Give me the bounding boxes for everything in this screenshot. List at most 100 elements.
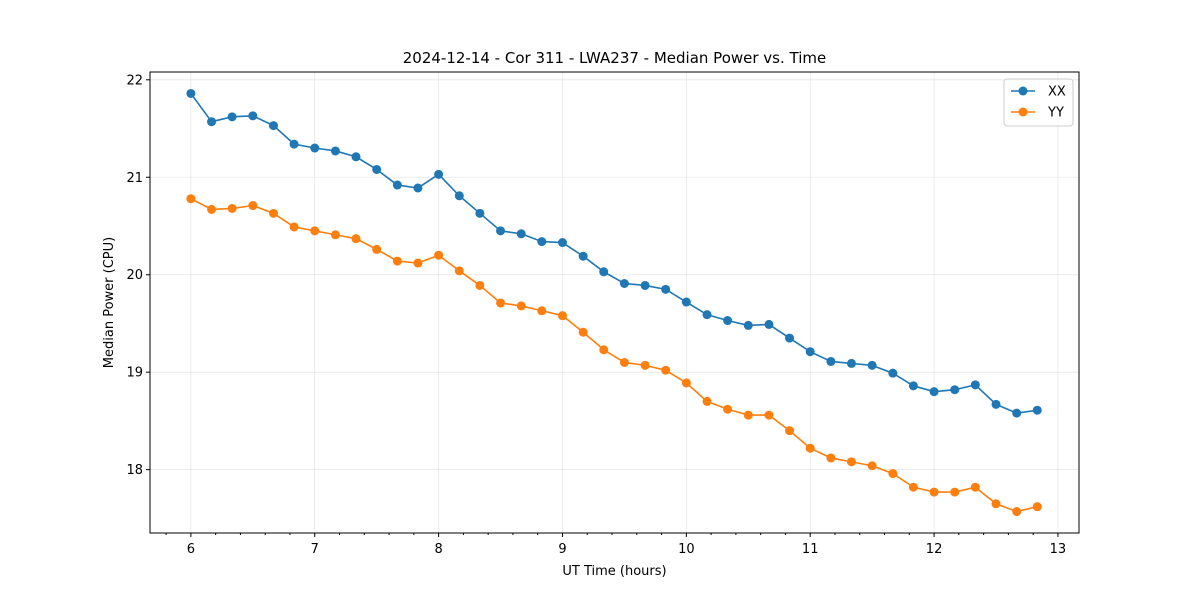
y-tick-label: 22	[126, 73, 143, 88]
data-point-xx	[330, 146, 340, 156]
data-point-xx	[1032, 405, 1042, 415]
data-point-xx	[599, 267, 609, 277]
data-point-yy	[413, 258, 423, 268]
data-point-xx	[908, 381, 918, 391]
plot-area	[186, 88, 1042, 517]
data-point-xx	[351, 152, 361, 162]
data-point-yy	[929, 487, 939, 497]
data-point-yy	[805, 443, 815, 453]
data-point-xx	[186, 88, 196, 98]
data-point-yy	[681, 378, 691, 388]
x-tick-label: 8	[434, 542, 442, 557]
data-point-xx	[970, 380, 980, 390]
data-point-yy	[908, 482, 918, 492]
data-point-xx	[248, 111, 258, 121]
data-point-xx	[846, 358, 856, 368]
data-point-yy	[785, 426, 795, 436]
data-point-xx	[310, 143, 320, 153]
y-tick-label: 19	[126, 366, 143, 381]
data-point-xx	[826, 356, 836, 366]
data-point-yy	[846, 457, 856, 467]
data-point-yy	[207, 204, 217, 214]
x-axis: 6 7 8 9 10 11 12 13	[165, 533, 1067, 557]
data-point-xx	[413, 183, 423, 193]
data-point-yy	[186, 194, 196, 204]
data-point-xx	[888, 368, 898, 378]
data-point-xx	[475, 208, 485, 218]
data-point-yy	[496, 298, 506, 308]
data-point-yy	[310, 226, 320, 236]
data-point-yy	[248, 201, 258, 211]
plot-frame	[149, 71, 1080, 534]
data-point-xx	[268, 121, 278, 131]
data-point-yy	[1012, 507, 1022, 517]
legend-label-yy: YY	[1047, 106, 1064, 121]
legend-marker-yy	[1018, 107, 1028, 117]
x-tick-label: 13	[1050, 542, 1067, 557]
data-point-yy	[516, 301, 526, 311]
data-point-xx	[764, 319, 774, 329]
data-point-xx	[702, 310, 712, 320]
x-tick-label: 11	[802, 542, 819, 557]
data-point-xx	[785, 333, 795, 343]
data-point-xx	[557, 238, 567, 248]
data-point-xx	[227, 112, 237, 122]
data-point-xx	[1012, 408, 1022, 418]
chart-title: 2024-12-14 - Cor 311 - LWA237 - Median P…	[403, 49, 827, 67]
data-point-yy	[970, 482, 980, 492]
x-tick-label: 7	[311, 542, 319, 557]
data-point-xx	[805, 347, 815, 357]
data-point-xx	[950, 385, 960, 395]
data-point-xx	[516, 229, 526, 239]
x-tick-label: 12	[926, 542, 943, 557]
x-tick-label: 6	[187, 542, 195, 557]
data-point-xx	[681, 297, 691, 307]
data-point-yy	[351, 234, 361, 244]
series-line-yy	[190, 197, 1038, 513]
series-line-xx	[190, 92, 1038, 414]
y-axis-label: Median Power (CPU)	[102, 237, 117, 368]
data-point-xx	[723, 316, 733, 326]
y-tick-label: 21	[126, 171, 143, 186]
data-point-yy	[227, 203, 237, 213]
data-point-xx	[454, 191, 464, 201]
data-point-xx	[434, 169, 444, 179]
grid	[150, 72, 1079, 533]
data-point-yy	[991, 499, 1001, 509]
data-point-yy	[867, 461, 877, 471]
data-point-xx	[289, 139, 299, 149]
data-point-yy	[950, 487, 960, 497]
data-point-yy	[764, 410, 774, 420]
data-point-xx	[743, 320, 753, 330]
y-tick-label: 20	[126, 268, 143, 283]
data-point-yy	[826, 453, 836, 463]
data-point-yy	[578, 327, 588, 337]
x-axis-label: UT Time (hours)	[562, 564, 666, 579]
data-point-xx	[537, 237, 547, 247]
data-point-yy	[289, 222, 299, 232]
data-point-xx	[867, 360, 877, 370]
data-point-yy	[640, 360, 650, 370]
data-point-yy	[475, 280, 485, 290]
data-point-yy	[661, 365, 671, 375]
data-point-xx	[372, 164, 382, 174]
data-point-yy	[537, 306, 547, 316]
data-point-xx	[496, 226, 506, 236]
legend-marker-xx	[1018, 86, 1028, 96]
data-point-xx	[661, 284, 671, 294]
data-point-xx	[640, 280, 650, 290]
x-tick-label: 10	[678, 542, 695, 557]
data-point-yy	[1032, 502, 1042, 512]
data-point-yy	[434, 250, 444, 260]
data-point-xx	[207, 117, 217, 127]
y-tick-label: 18	[126, 463, 143, 478]
legend-label-xx: XX	[1048, 85, 1066, 100]
data-point-yy	[599, 345, 609, 355]
data-point-xx	[991, 399, 1001, 409]
data-point-yy	[702, 396, 712, 406]
data-point-yy	[392, 256, 402, 266]
data-point-yy	[888, 469, 898, 479]
data-point-yy	[268, 208, 278, 218]
y-axis: 18 19 20 21 22	[126, 73, 150, 478]
